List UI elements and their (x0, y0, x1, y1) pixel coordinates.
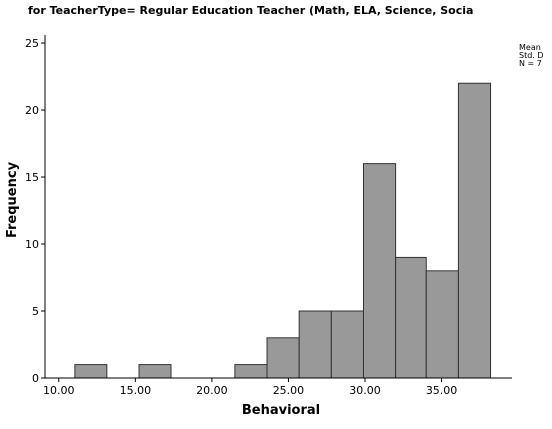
bar (330, 310, 364, 379)
x-tick-label: 35.00 (426, 384, 458, 397)
bar (298, 310, 332, 379)
stats-annotation: Std. D (519, 51, 544, 60)
bar (457, 82, 492, 379)
x-tick-label: 25.00 (273, 384, 305, 397)
y-tick-label: 25 (25, 37, 39, 50)
x-tick-label: 20.00 (196, 384, 228, 397)
bar (138, 364, 172, 379)
x-tick-label: 30.00 (349, 384, 381, 397)
y-tick-label: 0 (32, 372, 39, 385)
bar (266, 337, 300, 379)
x-axis-label: Behavioral (242, 403, 320, 418)
stats-annotation: N = 7 (519, 59, 542, 68)
x-tick-label: 15.00 (120, 384, 152, 397)
y-tick-label: 15 (25, 171, 39, 184)
y-axis-label: Frequency (5, 161, 20, 238)
y-tick-label: 20 (25, 104, 39, 117)
bar (74, 364, 108, 379)
y-tick-label: 10 (25, 238, 39, 251)
stats-annotation: Mean (519, 43, 541, 52)
chart-title: for TeacherType= Regular Education Teach… (28, 4, 473, 17)
bar (234, 364, 268, 379)
bar (395, 256, 427, 379)
bar (425, 270, 459, 379)
y-tick-label: 5 (32, 305, 39, 318)
bar (362, 163, 397, 379)
x-tick-label: 10.00 (43, 384, 75, 397)
